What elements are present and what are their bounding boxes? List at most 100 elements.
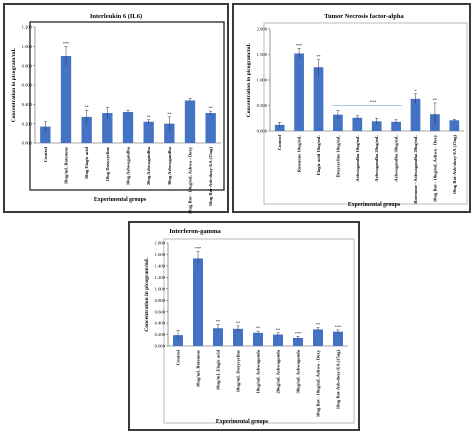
significance-label: ** xyxy=(316,322,320,327)
bar xyxy=(333,114,343,131)
chart-title: Tumor Necrosis factor-alpha xyxy=(324,13,404,20)
x-tick-label: Ashwagandha 10ug/mL xyxy=(355,135,360,182)
significance-label: *** xyxy=(335,324,341,329)
x-tick-label: Elagic acid 10ug/mL xyxy=(316,135,321,175)
y-tick-label: 1.200 xyxy=(155,275,166,280)
significance-label: ** xyxy=(236,320,240,325)
bar xyxy=(274,124,285,131)
x-tick-label: Ashwagandha 30ug/mL xyxy=(394,135,399,182)
significance-label: ** xyxy=(276,327,280,332)
bar xyxy=(391,121,401,131)
y-tick-label: 1.600 xyxy=(155,252,166,257)
x-tick-label: 10ug/mL Doxycycline xyxy=(236,350,241,392)
bar xyxy=(40,126,51,143)
x-axis-label: Experimental groups xyxy=(94,197,147,203)
bar xyxy=(294,53,304,132)
bar xyxy=(193,258,203,346)
x-axis-label: Experimental groups xyxy=(216,419,269,425)
x-axis-label: Experimental groups xyxy=(348,202,401,208)
chart-frame xyxy=(263,22,468,205)
bar xyxy=(164,123,175,143)
bar xyxy=(313,67,324,131)
significance-label: *** xyxy=(63,41,69,46)
y-tick-label: 1.000 xyxy=(155,286,166,291)
significance-label: *** xyxy=(295,331,301,336)
bar xyxy=(449,120,460,131)
interferon-gamma-chart: Interferon-gamma 0.000 0.200 0.400 0.600 0.80… xyxy=(144,228,355,425)
y-tick-label: 0.200 xyxy=(22,121,33,126)
y-tick-label: 2.000 xyxy=(257,27,268,32)
y-tick-label: 0.400 xyxy=(22,102,33,107)
bar xyxy=(213,328,223,346)
bar xyxy=(352,117,363,131)
y-tick-label: 1.800 xyxy=(155,241,166,246)
x-tick-label: 10ug Elagic acid xyxy=(84,147,89,180)
x-tick-label: 10ug/mL Rotenone xyxy=(196,350,201,387)
y-tick-label: 0.600 xyxy=(155,309,166,314)
x-tick-label: Control xyxy=(176,349,181,365)
x-tick-label: 10ug Rot - 10ug/mL Ashwa - Doxy xyxy=(188,146,193,214)
x-tick-label: 10ug Rot-Ash-doxy-EA (15ug) xyxy=(336,350,341,410)
chart-title: Interferon-gamma xyxy=(169,228,221,235)
bar xyxy=(371,121,382,131)
bar xyxy=(233,328,243,346)
y-tick-label: 0.800 xyxy=(155,298,166,303)
y-tick-label: 0.000 xyxy=(155,344,166,349)
tnf-alpha-chart: Tumor Necrosis factor-alpha 0.000 0.500 1.0… xyxy=(246,13,468,208)
chart-title: Interleukin 6 (IL6) xyxy=(90,13,142,20)
x-tick-label: Rotenone - Ashwagandha 20ug/mL xyxy=(413,135,418,204)
y-tick-label: 1.200 xyxy=(22,25,33,30)
x-tick-label: 20ug Ashwagandha xyxy=(146,146,151,185)
significance-label: *** xyxy=(296,43,302,48)
x-tick-label: Rotenone 10ug/mL xyxy=(297,135,302,172)
significance-label: ** xyxy=(167,111,171,116)
x-tick-label: Control xyxy=(43,146,48,162)
x-tick-label: 30ug Ashwagandha xyxy=(167,146,172,185)
x-tick-label: 10ug/mL Elagic acid xyxy=(216,350,221,391)
y-tick-label: 0.600 xyxy=(22,83,33,88)
y-tick-label: 0.000 xyxy=(22,141,33,146)
bar xyxy=(173,335,183,346)
y-axis-label: Concentration in picogram/mL xyxy=(246,42,252,117)
x-tick-label: 10ug Ashwagandha xyxy=(126,146,131,185)
x-tick-label: 10ug Doxycycline xyxy=(105,147,110,181)
interferon-gamma-chart-panel: Interferon-gamma 0.000 0.200 0.400 0.600 0.80… xyxy=(128,221,360,431)
x-tick-label: Ashwagandha 20ug/mL xyxy=(374,135,379,182)
x-tick-label: 10ug Rot-Ash-doxy-EA (15ug) xyxy=(452,135,457,195)
y-tick-label: 1.000 xyxy=(22,44,33,49)
bar xyxy=(333,331,343,346)
x-tick-label: 10ug Rot - 10ug/mL Ashwa - Doxy xyxy=(432,134,437,202)
bar xyxy=(293,337,303,346)
significance-label: ** xyxy=(147,114,151,119)
bar xyxy=(313,329,323,346)
significance-label: ** xyxy=(316,54,320,59)
il6-chart: Interleukin 6 (IL6) 0.000 0.200 0.400 0.600 0… xyxy=(11,13,225,214)
y-axis-label: Concentration in picogram/mL xyxy=(144,257,150,332)
y-tick-label: 0.800 xyxy=(22,63,33,68)
bar xyxy=(273,334,283,346)
x-tick-label: Control xyxy=(277,134,282,150)
y-axis-label: Concentration in picogram/mL xyxy=(11,47,17,122)
chart-frame xyxy=(163,238,355,424)
x-tick-label: 10ug/mL Rotenone xyxy=(64,147,69,184)
bar xyxy=(102,113,113,143)
y-tick-label: 1.500 xyxy=(257,52,268,57)
significance-label: ** xyxy=(433,97,437,102)
il6-chart-panel: Interleukin 6 (IL6) 0.000 0.200 0.400 0.600 0… xyxy=(3,3,229,214)
y-tick-label: 0.000 xyxy=(257,129,268,134)
significance-label: ** xyxy=(256,326,260,331)
significance-label: ** xyxy=(216,319,220,324)
y-tick-label: 0.200 xyxy=(155,332,166,337)
y-tick-label: 0.500 xyxy=(257,103,268,108)
x-tick-label: 10ug Rot-Ash-doxy-EA (15ug) xyxy=(208,147,213,207)
bar xyxy=(205,113,216,143)
significance-label: ** xyxy=(85,105,89,110)
bar xyxy=(184,100,196,143)
y-tick-label: 1.000 xyxy=(257,78,268,83)
x-tick-label: 30ug/mL Ashwaganda xyxy=(296,349,301,393)
bar xyxy=(143,121,154,143)
tnf-alpha-chart-panel: Tumor Necrosis factor-alpha 0.000 0.500 1.0… xyxy=(232,3,471,213)
significance-label: *** xyxy=(195,246,201,251)
bar xyxy=(253,332,263,346)
bracket-label: *** xyxy=(370,100,378,105)
